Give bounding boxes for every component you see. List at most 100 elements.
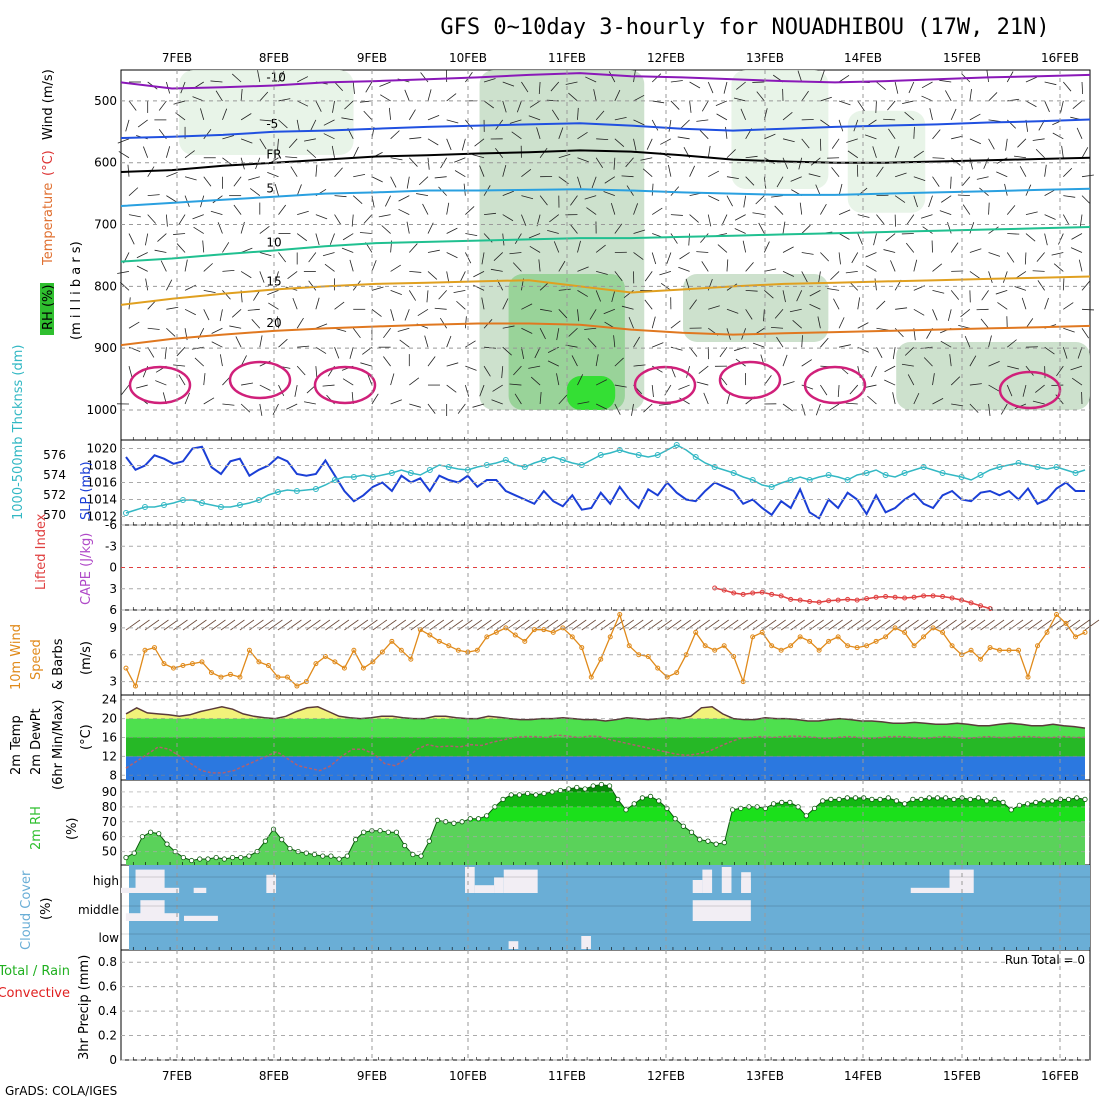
wind-point (132, 683, 138, 689)
wind-barb (176, 243, 186, 253)
wind-barb (173, 233, 186, 235)
li-point (892, 594, 898, 600)
wind-barb (117, 138, 130, 144)
thickness-point (426, 467, 433, 473)
wind-barb (570, 195, 578, 206)
li-point (864, 596, 870, 602)
rh-point (1082, 796, 1088, 802)
wind-barb (603, 308, 615, 315)
wind-barb (613, 157, 616, 170)
surface-barb (619, 619, 634, 631)
wind-barb (986, 70, 989, 83)
wind-barb (1081, 174, 1094, 178)
wind-barb (528, 365, 541, 369)
wind-barb (782, 403, 793, 412)
wind-point (864, 643, 870, 649)
wind-barb (887, 100, 896, 111)
wind-barb (894, 195, 906, 203)
wind-point (569, 634, 575, 640)
wind-barb (699, 129, 709, 140)
wind-barb (294, 384, 298, 397)
cloud-block-high (464, 867, 475, 893)
wind-barb (875, 100, 877, 113)
wind-barb (247, 308, 260, 311)
wind-barb (838, 344, 851, 348)
wind-barb (147, 300, 157, 310)
wind-point (256, 659, 262, 665)
wind-barb (278, 384, 285, 397)
wind-barb (876, 346, 883, 358)
wind-barb (446, 227, 458, 234)
wind-point (807, 638, 813, 644)
wind-barb (513, 365, 522, 376)
rh-point (787, 799, 793, 805)
wind-barb (849, 384, 859, 395)
wind-point (493, 629, 499, 635)
wind-barb (420, 72, 429, 83)
wind-point (997, 647, 1003, 653)
wind-point (512, 632, 518, 638)
rh-units-label: (%) (65, 818, 80, 841)
wind-barb (465, 119, 474, 130)
thickness-point (1053, 464, 1060, 470)
wind-barb (1002, 271, 1008, 283)
wind-barb (1032, 400, 1045, 405)
li-point (911, 594, 917, 600)
wind-barb (479, 165, 485, 177)
wind-barb (913, 308, 925, 316)
rh-point (188, 857, 195, 864)
date-top-12FEB: 12FEB (647, 51, 685, 65)
wind-barb (908, 81, 915, 94)
wind-barb (700, 233, 709, 243)
wind-barb (157, 233, 167, 242)
rh-point (631, 801, 637, 807)
rh-point (500, 796, 506, 802)
chart-title: GFS 0~10day 3-hourly for NOUADHIBOU (17W… (440, 15, 1049, 40)
wind-barb (323, 133, 335, 140)
wind-barb (801, 384, 814, 390)
surface-barb (989, 619, 1005, 631)
wind-barb (689, 214, 699, 223)
wind-barb (593, 89, 597, 102)
rh-point (213, 854, 219, 861)
pressure-tick-800: 800 (94, 279, 117, 293)
wind-barb (296, 365, 306, 376)
wind-barb (1007, 339, 1017, 348)
wind-barb (315, 214, 328, 220)
wind-barb (521, 327, 533, 334)
wind-barb (782, 112, 793, 121)
rh-point (131, 850, 137, 856)
wind-barb (1070, 365, 1083, 371)
wind-barb (666, 252, 672, 264)
wind-barb (628, 316, 634, 329)
wind-barb (846, 138, 858, 143)
wind-barb (776, 336, 784, 348)
wind-barb (883, 249, 896, 253)
wind-barb (459, 271, 466, 283)
wind-barb (398, 195, 410, 202)
wind-point (332, 659, 338, 665)
wind-barb (147, 194, 160, 197)
wind-barb (913, 126, 915, 139)
warm-contour (128, 365, 192, 405)
surface-barb (771, 619, 786, 631)
surface-barb (790, 619, 805, 631)
wind-point (1025, 674, 1031, 680)
pressure-tick-700: 700 (94, 218, 117, 232)
warm-contour (803, 365, 867, 405)
rh-point (598, 781, 605, 788)
wind-barb (745, 289, 758, 292)
wind-barb (203, 289, 216, 294)
rh-point (262, 838, 268, 844)
temp-line (125, 706, 1086, 729)
wind-barb (696, 381, 709, 386)
wind-barb (296, 184, 302, 196)
wind-barb (876, 81, 886, 91)
wind-barb (708, 305, 720, 310)
wind-barb (932, 398, 944, 405)
wind-barb (409, 271, 422, 273)
wind-barb (1037, 280, 1045, 291)
wind-barb (274, 271, 279, 284)
isotherm-10 (120, 226, 1091, 263)
surface-barb (315, 619, 331, 631)
